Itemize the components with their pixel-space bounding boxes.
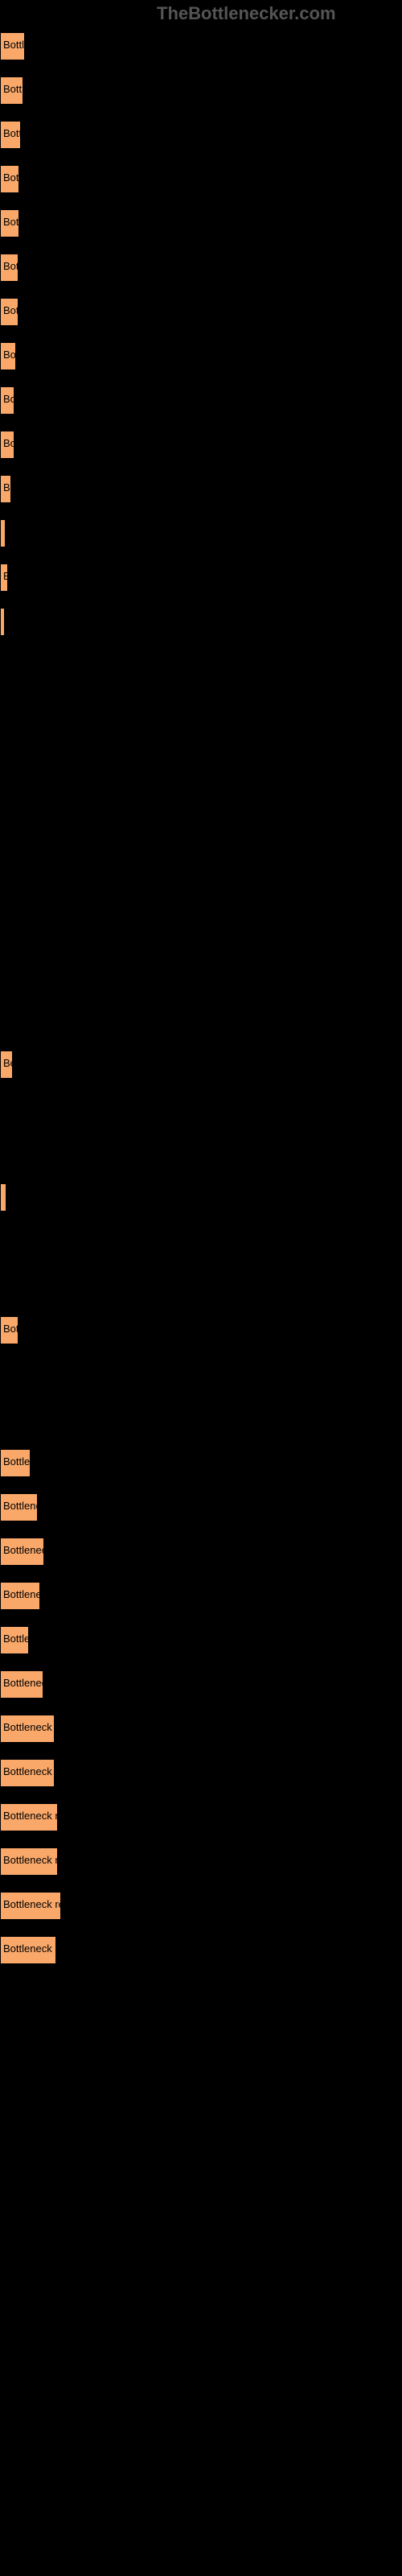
bar-row — [0, 511, 402, 555]
chart-bar — [0, 519, 6, 547]
bar-label: Bottleneck — [3, 1677, 43, 1689]
bar-row: Bottleneck res — [0, 1884, 402, 1928]
bar-row: Bott — [0, 290, 402, 334]
chart-bar — [0, 608, 5, 636]
bar-row — [0, 644, 402, 688]
bar-label: Bot — [3, 1323, 18, 1335]
bar-label: Bott — [3, 171, 19, 184]
bar-row — [0, 1264, 402, 1308]
bar-row: Bott — [0, 201, 402, 246]
bar-row: B — [0, 467, 402, 511]
bar-row: Bottle — [0, 24, 402, 68]
bar-row — [0, 998, 402, 1042]
bar-label: Bottleneck re — [3, 1942, 56, 1955]
bar-row — [0, 865, 402, 910]
bar-row: Bottleneck res — [0, 1795, 402, 1839]
bar-row: Bot — [0, 334, 402, 378]
bar-label: Bott — [3, 304, 18, 316]
bar-row: Bottlenec — [0, 1574, 402, 1618]
bar-row — [0, 1175, 402, 1220]
bar-label: Bo — [3, 437, 14, 449]
bar-label: Bott — [3, 216, 19, 228]
site-header: TheBottlenecker.com — [157, 3, 336, 24]
bar-label: Bottleneck re — [3, 1765, 55, 1777]
bar-row: Bottlen — [0, 1441, 402, 1485]
bar-row — [0, 1087, 402, 1131]
bar-row — [0, 600, 402, 644]
bar-label: Bottleneck res — [3, 1810, 58, 1822]
bar-row — [0, 1397, 402, 1441]
bar-row — [0, 821, 402, 865]
bar-label: Bottlenec — [3, 1500, 38, 1512]
bar-row — [0, 1352, 402, 1397]
bar-row — [0, 688, 402, 733]
bar-row: Bottleneck re — [0, 1751, 402, 1795]
bar-row: Bo — [0, 423, 402, 467]
chart-bar — [0, 1183, 6, 1212]
bar-label: Bottlenec — [3, 1588, 40, 1600]
bar-label: B — [3, 481, 10, 493]
bar-row: Bottlen — [0, 1618, 402, 1662]
bar-row — [0, 733, 402, 777]
bar-label: Bottleneck res — [3, 1854, 58, 1866]
bar-row: B — [0, 555, 402, 600]
bar-row — [0, 954, 402, 998]
bar-row: Bottleneck re — [0, 1707, 402, 1751]
bar-row — [0, 1220, 402, 1264]
bar-label: Bottlen — [3, 1633, 29, 1645]
bar-label: Bott — [3, 127, 21, 139]
bar-label: Bot — [3, 349, 16, 361]
bar-row: Bottleneck re — [0, 1928, 402, 1972]
bar-label: B — [3, 570, 8, 582]
bar-row: Bottlenec — [0, 1485, 402, 1530]
bar-label: Bot — [3, 260, 18, 272]
bar-row: Bottleneck — [0, 1662, 402, 1707]
bar-row — [0, 777, 402, 821]
bar-row: Bott — [0, 157, 402, 201]
bar-row: Bot — [0, 246, 402, 290]
bar-label: Bottle — [3, 83, 23, 95]
bar-row: Bo — [0, 1042, 402, 1087]
bar-label: Bo — [3, 393, 14, 405]
bar-label: Bottleneck re — [3, 1721, 55, 1733]
bar-label: Bottle — [3, 39, 25, 51]
bar-row: Bottle — [0, 68, 402, 113]
bar-row: Bott — [0, 113, 402, 157]
bar-row — [0, 1131, 402, 1175]
bar-label: Bottleneck — [3, 1544, 44, 1556]
bar-row: Bo — [0, 378, 402, 423]
bar-row: Bottleneck — [0, 1530, 402, 1574]
bar-label: Bottleneck res — [3, 1898, 61, 1910]
bar-row: Bottleneck res — [0, 1839, 402, 1884]
bar-row — [0, 910, 402, 954]
bar-label: Bottlen — [3, 1455, 31, 1468]
bar-label: Bo — [3, 1057, 13, 1069]
bar-row: Bot — [0, 1308, 402, 1352]
chart-bar — [0, 1360, 2, 1389]
